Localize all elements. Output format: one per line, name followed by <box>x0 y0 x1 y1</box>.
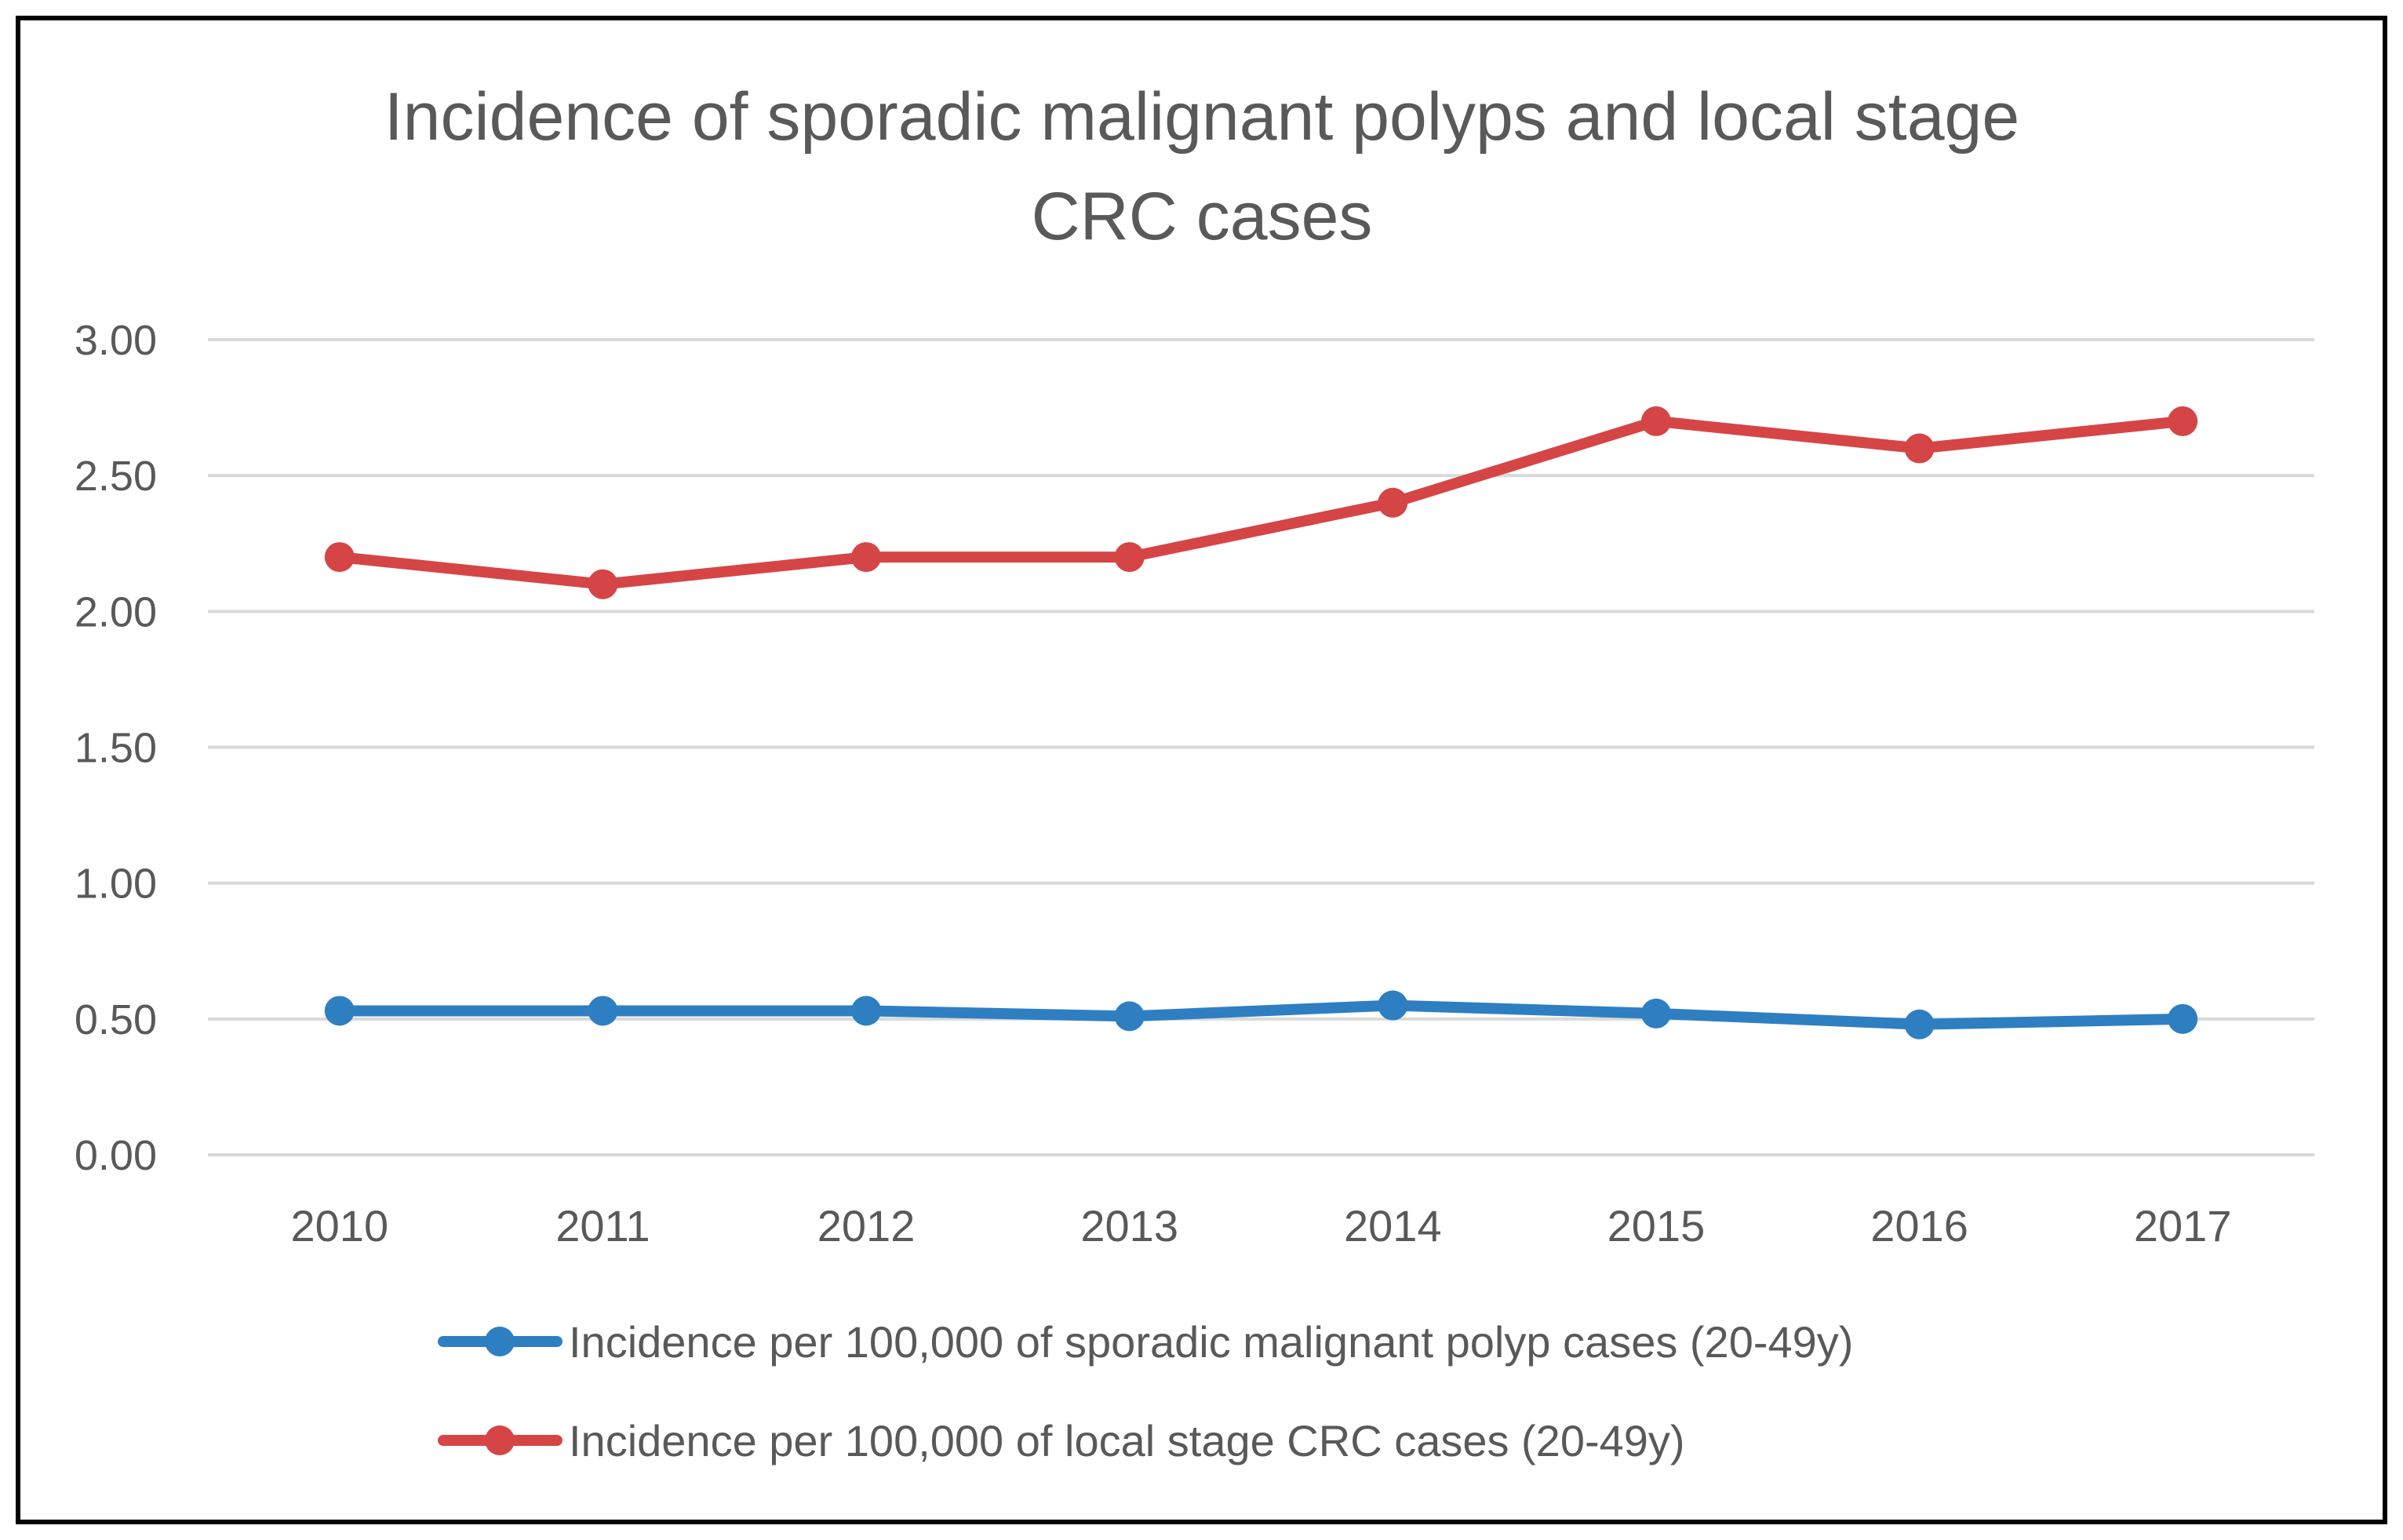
x-axis-tick-labels: 2010 2011 2012 2013 2014 2015 2016 2017 <box>291 1201 2232 1251</box>
legend-swatch-marker <box>485 1327 515 1356</box>
x-tick-label: 2010 <box>291 1201 389 1251</box>
y-tick-label: 1.50 <box>75 725 157 772</box>
series-line-1 <box>333 415 2189 590</box>
y-tick-label: 3.00 <box>75 317 157 364</box>
data-point <box>1904 433 1935 464</box>
data-point <box>588 569 618 599</box>
chart-frame <box>16 16 2387 1524</box>
data-point <box>2168 406 2198 436</box>
x-tick-label: 2015 <box>1607 1201 1706 1251</box>
data-point <box>1904 1009 1935 1039</box>
data-point <box>324 996 355 1026</box>
legend-swatch-marker <box>485 1425 515 1455</box>
legend-label: Incidence per 100,000 of local stage CRC… <box>569 1416 1685 1465</box>
data-point <box>851 542 882 573</box>
data-point <box>1114 542 1145 573</box>
data-point <box>851 996 882 1026</box>
y-tick-label: 1.00 <box>75 861 157 908</box>
legend-label: Incidence per 100,000 of sporadic malign… <box>569 1317 1853 1367</box>
data-point <box>1640 406 1671 436</box>
data-point <box>2168 1003 2198 1034</box>
data-point <box>1114 1001 1145 1032</box>
y-axis-tick-labels: 0.00 0.50 1.00 1.50 2.00 2.50 3.00 <box>75 317 157 1179</box>
chart-title-line-2: CRC cases <box>1032 179 1373 254</box>
x-tick-label: 2016 <box>1870 1201 1968 1251</box>
gridlines <box>208 338 2314 1156</box>
data-point <box>588 996 618 1026</box>
series-lines <box>324 406 2198 1039</box>
legend: Incidence per 100,000 of sporadic malign… <box>438 1317 1853 1465</box>
data-point <box>1378 990 1408 1021</box>
x-tick-label: 2012 <box>817 1201 916 1251</box>
y-tick-label: 0.00 <box>75 1132 157 1179</box>
x-tick-label: 2014 <box>1344 1201 1442 1251</box>
x-tick-label: 2013 <box>1080 1201 1178 1251</box>
data-point <box>1378 487 1408 518</box>
series-line-0 <box>333 999 2189 1030</box>
chart-title-line-1: Incidence of sporadic malignant polyps a… <box>384 79 2019 155</box>
y-tick-label: 2.00 <box>75 588 157 635</box>
x-tick-label: 2017 <box>2134 1201 2232 1251</box>
y-tick-label: 0.50 <box>75 996 157 1043</box>
data-point <box>1640 998 1671 1028</box>
y-tick-label: 2.50 <box>75 453 157 500</box>
data-point <box>324 542 355 573</box>
x-tick-label: 2011 <box>555 1201 650 1251</box>
